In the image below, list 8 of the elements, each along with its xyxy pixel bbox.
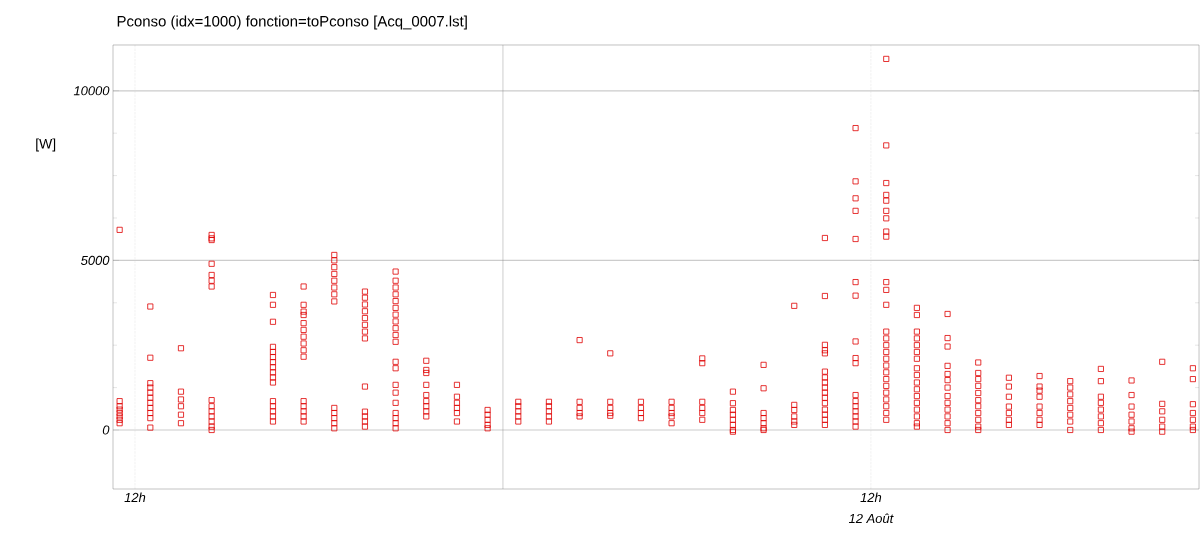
y-tick-label: 10000 — [73, 86, 110, 96]
chart-title: Pconso (idx=1000) fonction=toPconso [Acq_0007.lst] — [117, 15, 467, 30]
x-tick-label: 12h — [124, 492, 146, 502]
text: 12 Août — [848, 513, 894, 524]
y-axis-title: [W] — [36, 138, 56, 152]
y-tick-label: 5000 — [80, 255, 110, 265]
y-tick-label: 0 — [102, 425, 110, 435]
x-tick-label: 12h — [860, 492, 882, 502]
